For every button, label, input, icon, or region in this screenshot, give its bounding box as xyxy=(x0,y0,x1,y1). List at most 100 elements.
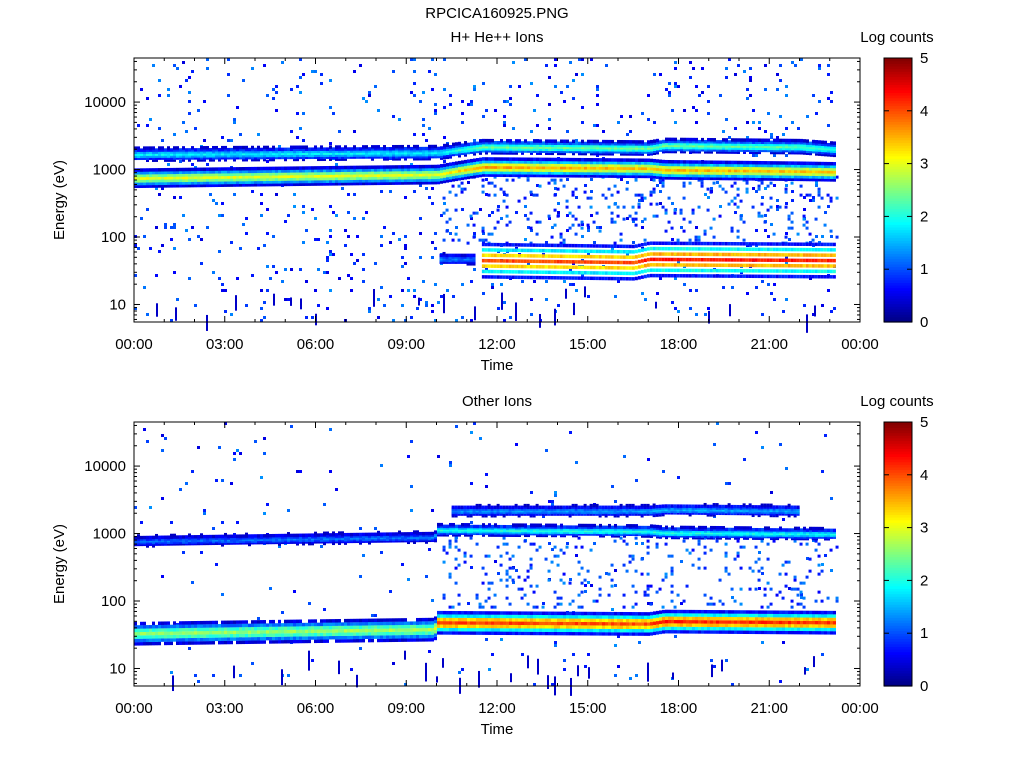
band-0-cell xyxy=(209,170,212,174)
band-0-cell xyxy=(350,179,353,183)
noise-cell xyxy=(302,139,305,142)
band-1-cell xyxy=(287,151,290,156)
band-1-cell xyxy=(422,152,425,157)
band-0-cell xyxy=(791,174,794,179)
band-1-cell xyxy=(419,154,422,159)
band-0-cell xyxy=(167,184,170,188)
band-1-cell xyxy=(722,140,725,144)
noise-cell xyxy=(812,313,815,316)
noise-cell xyxy=(821,304,824,307)
band-2-cell xyxy=(622,271,626,276)
band-1-cell xyxy=(425,154,428,159)
band-0-cell xyxy=(230,172,233,177)
band-1-cell xyxy=(578,145,581,150)
noise-cell xyxy=(791,199,794,202)
activity-cell xyxy=(733,196,737,200)
band-0-cell xyxy=(755,160,758,165)
noise-cell xyxy=(668,94,671,97)
band-1-cell xyxy=(419,150,422,155)
activity-cell xyxy=(553,178,557,182)
noise-cell xyxy=(677,85,680,88)
band-0-cell xyxy=(359,181,362,186)
band-1-cell xyxy=(215,145,218,150)
band-1-cell xyxy=(632,150,635,154)
band-0-cell xyxy=(311,174,314,178)
band-1-cell xyxy=(776,140,779,145)
band-2-cell xyxy=(550,243,554,248)
band-1-cell xyxy=(758,150,761,155)
noise-cell xyxy=(245,232,248,235)
band-1-cell xyxy=(188,148,191,152)
band-2-cell xyxy=(643,247,647,252)
band-1-cell xyxy=(233,155,236,160)
band-0-cell xyxy=(542,165,545,170)
band-0-cell xyxy=(320,179,323,184)
band-1-cell xyxy=(398,149,401,153)
band-1-cell xyxy=(488,147,491,151)
band-1-cell xyxy=(710,144,713,148)
band-0-cell xyxy=(833,167,836,171)
band-1-cell xyxy=(194,156,197,160)
band-1-cell xyxy=(224,145,227,150)
band-1-cell xyxy=(764,138,767,143)
band-0-cell xyxy=(194,178,197,182)
band-0-cell xyxy=(677,170,680,175)
band-1-cell xyxy=(380,149,383,153)
noise-cell xyxy=(320,73,323,76)
band-0-cell xyxy=(242,177,245,182)
noise-cell xyxy=(812,199,815,202)
band-1-cell xyxy=(686,143,689,148)
band-0-cell xyxy=(218,178,221,182)
band-0-cell xyxy=(269,182,272,187)
band-0-cell xyxy=(833,164,836,169)
band-1-cell xyxy=(362,145,365,149)
band-0-cell xyxy=(773,163,776,168)
band-2-cell xyxy=(754,242,758,246)
band-0-cell xyxy=(575,171,578,175)
band-0-cell xyxy=(455,169,458,173)
band-0-cell xyxy=(278,169,281,173)
band-0-cell xyxy=(830,170,833,174)
noise-cell xyxy=(209,193,212,196)
band-1-cell xyxy=(224,156,227,160)
noise-cell xyxy=(482,232,485,235)
band-0-cell xyxy=(305,166,308,170)
noise-cell xyxy=(176,298,179,301)
band-0-cell xyxy=(263,177,266,182)
activity-cell xyxy=(547,214,551,218)
band-0-cell xyxy=(620,160,623,165)
band-1-cell xyxy=(581,147,584,152)
band-2-cell xyxy=(544,270,548,275)
activity-cell xyxy=(454,232,458,236)
activity-cell xyxy=(784,235,788,239)
band-1-cell xyxy=(239,145,242,150)
band-1-cell xyxy=(158,154,161,158)
band-1-cell xyxy=(656,140,659,145)
band-1-cell xyxy=(707,139,710,144)
band-0-cell xyxy=(224,183,227,187)
noise-cell xyxy=(179,196,182,199)
band-0-cell xyxy=(248,169,251,174)
band-0-cell xyxy=(350,181,353,186)
band-1-cell xyxy=(743,140,746,144)
noise-cell xyxy=(449,232,452,235)
band-2-cell xyxy=(637,243,641,248)
noise-cell xyxy=(338,277,341,280)
band-1-cell xyxy=(590,139,593,144)
band-0-cell xyxy=(827,164,830,169)
activity-cell xyxy=(616,190,620,194)
band-1-cell xyxy=(458,147,461,152)
activity-cell xyxy=(670,226,674,230)
band-1-cell xyxy=(671,147,674,152)
band-0-cell xyxy=(569,174,572,178)
band-1-cell xyxy=(509,147,512,151)
band-1-cell xyxy=(170,148,173,152)
band-0-cell xyxy=(506,160,509,164)
band-1-cell xyxy=(584,149,587,154)
band-1-cell xyxy=(644,144,647,148)
band-0-cell xyxy=(581,174,584,178)
band-1-cell xyxy=(404,146,407,151)
band-1-cell xyxy=(623,148,626,152)
band-0-cell xyxy=(182,170,185,174)
band-2-cell xyxy=(499,264,503,269)
